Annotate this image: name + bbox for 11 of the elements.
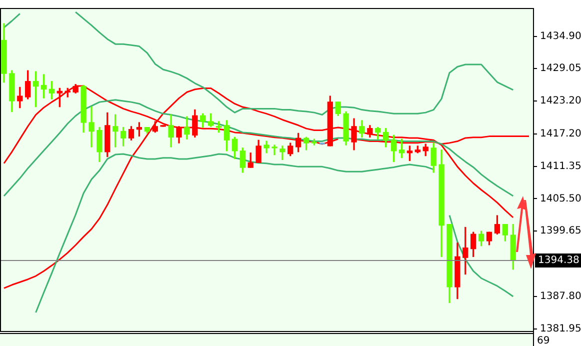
text: 69 [537,336,550,346]
y-tick-label: 1429.05 [540,63,581,74]
y-tick-label: 1417.20 [540,128,581,140]
y-tick-label: 1381.95 [540,323,581,334]
y-tick-label: 1411.35 [540,161,581,172]
y-tick-label: 1423.20 [540,96,581,107]
y-tick-label: 1405.50 [540,193,581,204]
y-tick-label: 1434.90 [540,30,581,42]
y-tick-label: 1387.80 [540,291,581,302]
ref-line-label: 1394.38 [538,255,580,266]
y-tick-label: 1399.65 [540,226,581,237]
